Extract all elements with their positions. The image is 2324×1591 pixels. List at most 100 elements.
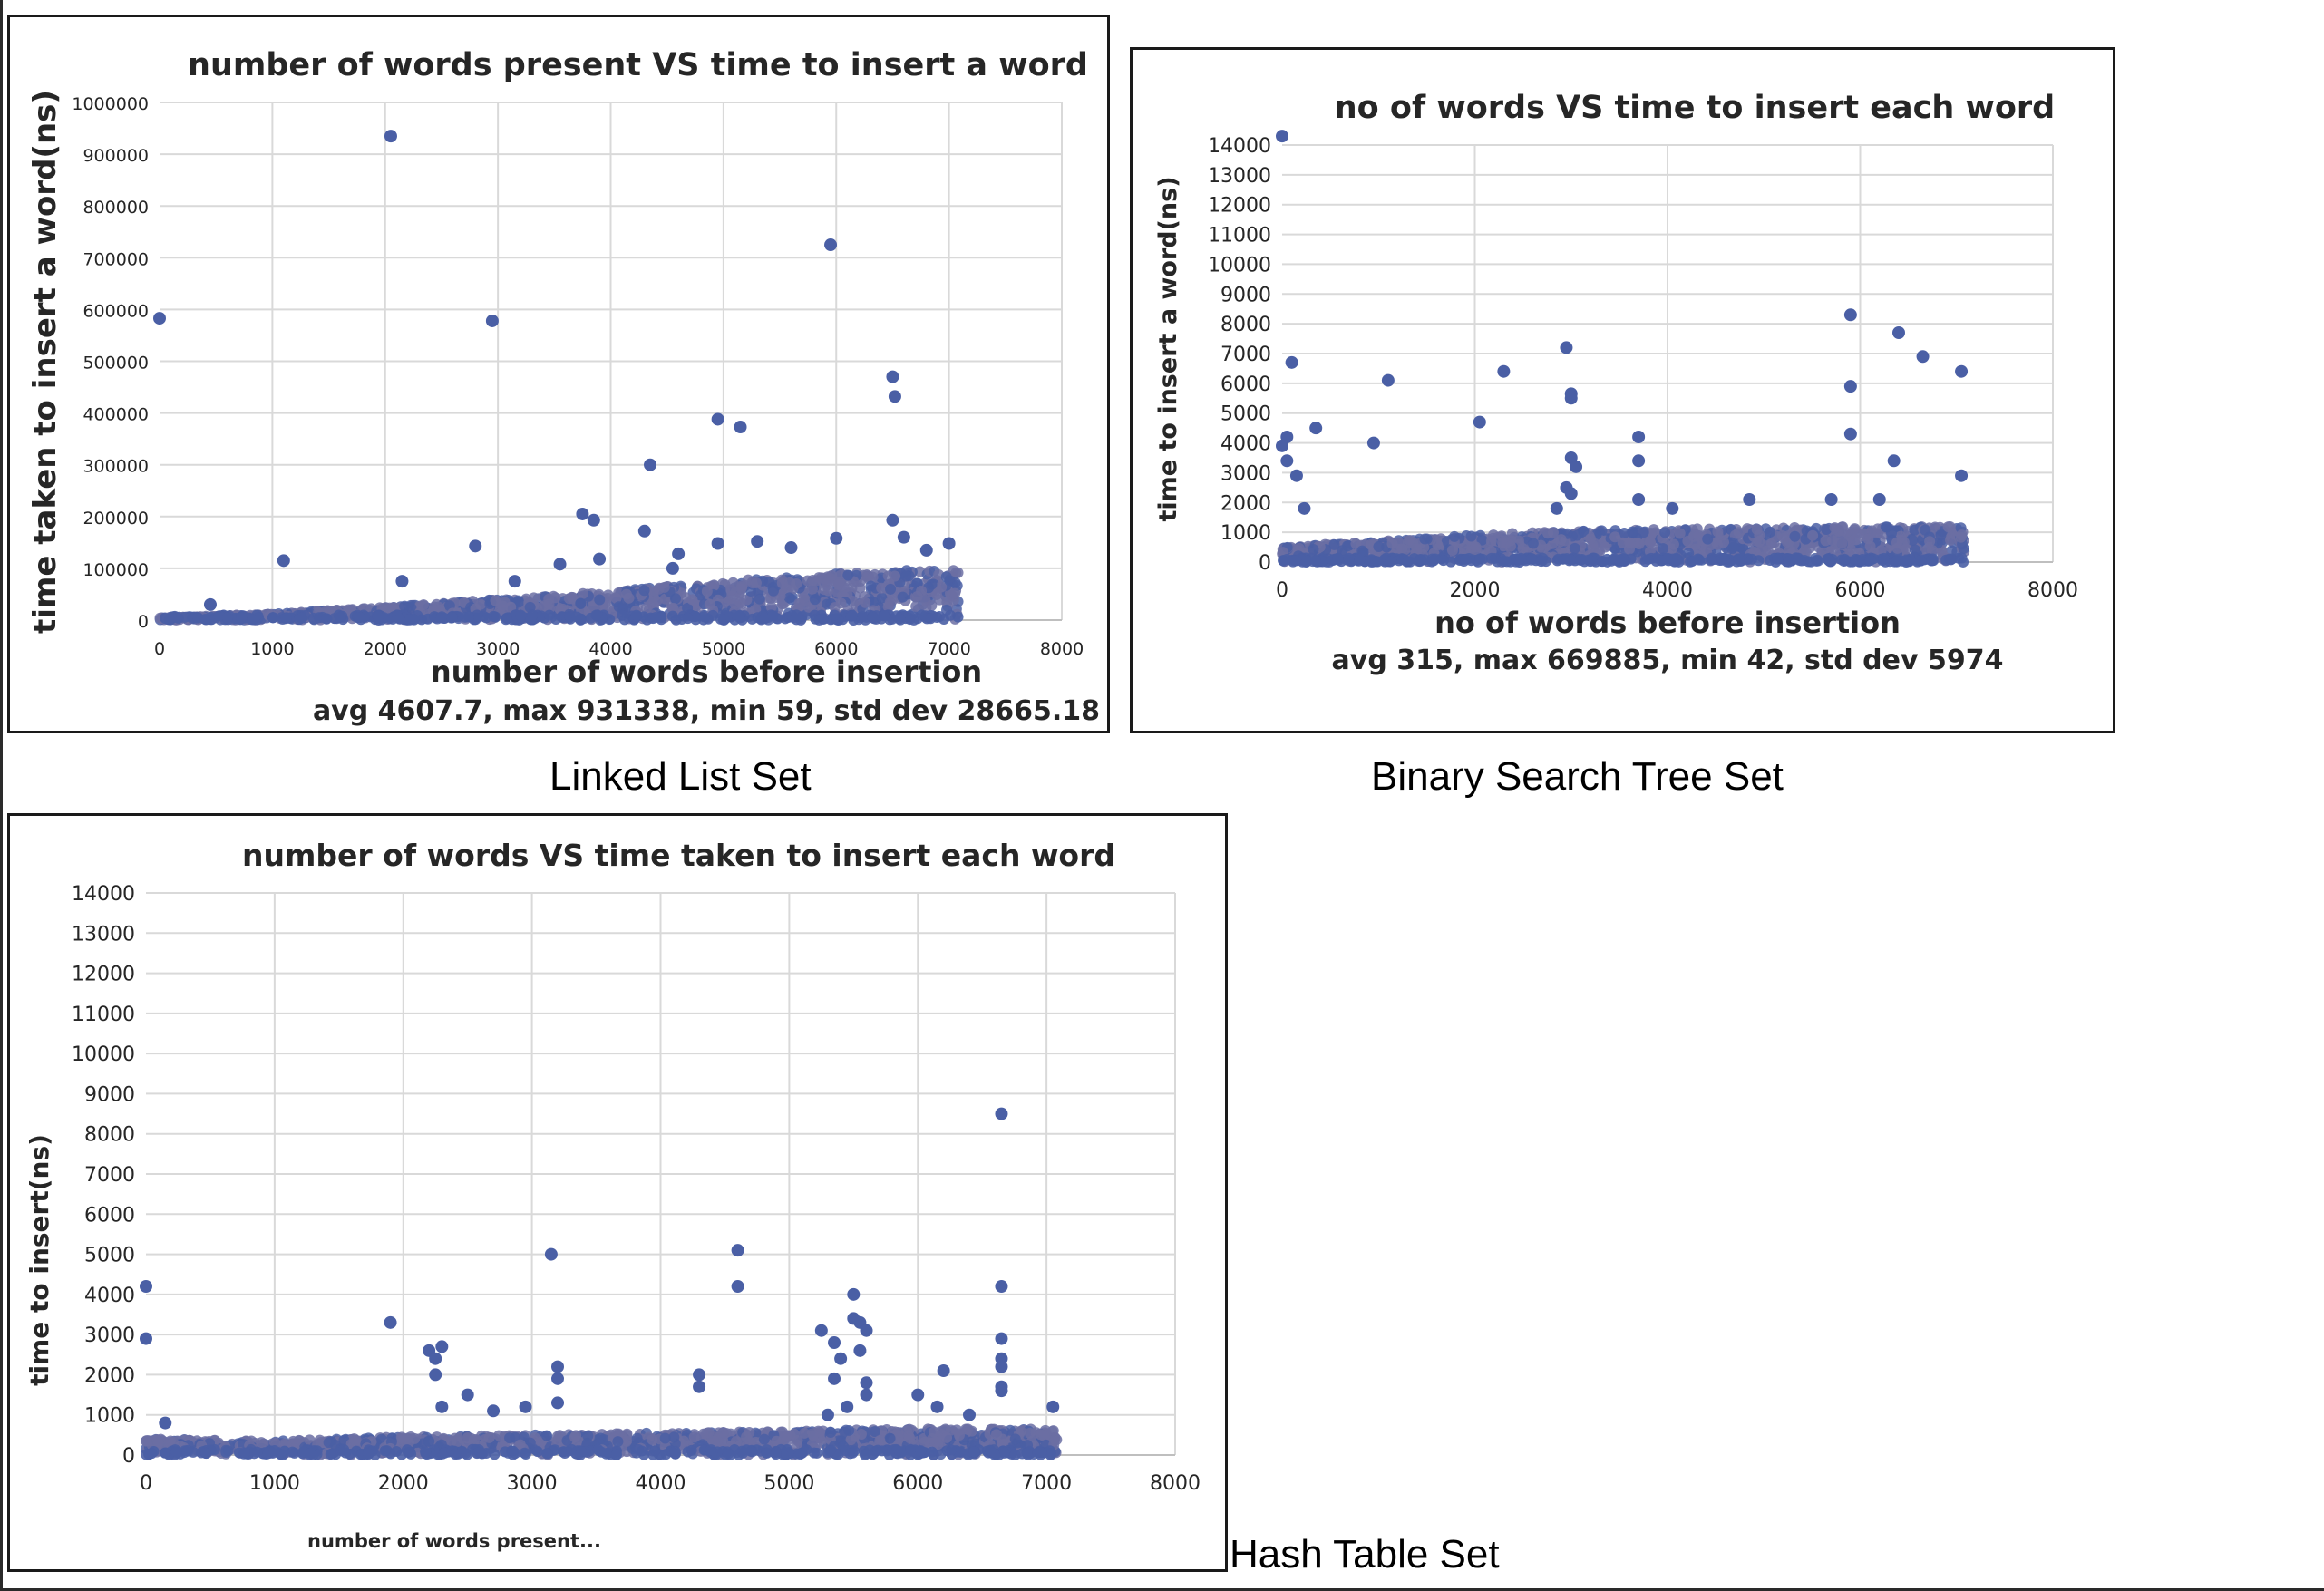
c0-data-point xyxy=(940,571,952,583)
c1-data-point xyxy=(1668,538,1679,550)
c0-outlier-point xyxy=(897,530,910,544)
c2-y-tick-label: 4000 xyxy=(84,1285,135,1307)
c1-data-point xyxy=(1555,534,1567,546)
c1-data-point xyxy=(1733,553,1745,565)
c0-data-point xyxy=(505,601,517,613)
c0-data-point xyxy=(846,610,858,622)
c2-data-point xyxy=(688,1431,700,1443)
c1-data-point xyxy=(1517,542,1529,554)
c2-data-point xyxy=(142,1435,154,1447)
c2-data-point xyxy=(423,1435,435,1447)
c1-data-point xyxy=(1682,535,1694,547)
c0-data-point xyxy=(354,612,365,624)
c1-data-point xyxy=(1694,554,1706,566)
c0-data-point xyxy=(835,597,847,609)
c1-data-point xyxy=(1942,521,1954,533)
c0-outlier-point xyxy=(587,513,600,527)
c2-x-tick-label: 5000 xyxy=(763,1472,814,1495)
c1-data-point xyxy=(1476,534,1488,546)
c0-outlier-point xyxy=(395,575,409,588)
c0-data-point xyxy=(613,601,625,613)
c0-data-point xyxy=(658,581,670,593)
c1-y-tick-label: 4000 xyxy=(1220,433,1271,456)
c1-data-point xyxy=(1465,530,1477,542)
c2-x-tick-label: 8000 xyxy=(1150,1472,1201,1495)
c2-data-point xyxy=(799,1427,811,1439)
c0-outlier-point xyxy=(784,541,798,555)
c2-y-tick-label: 10000 xyxy=(72,1043,135,1066)
c1-data-point xyxy=(1716,553,1728,565)
c2-data-point xyxy=(678,1435,690,1447)
c0-data-point xyxy=(701,586,713,597)
c2-y-tick-label: 14000 xyxy=(72,883,135,906)
c1-x-tick-label: 0 xyxy=(1276,579,1288,602)
c0-data-point xyxy=(222,612,234,624)
c1-data-point xyxy=(1878,552,1890,564)
c1-data-point xyxy=(1301,555,1313,567)
c0-data-point xyxy=(925,613,937,625)
c1-outlier-point xyxy=(1276,439,1288,452)
c2-data-point xyxy=(703,1427,715,1439)
c1-data-point xyxy=(1712,526,1724,538)
c2-data-point xyxy=(504,1432,516,1444)
c2-data-point xyxy=(869,1425,880,1437)
c1-data-point xyxy=(1891,537,1902,548)
c2-data-point xyxy=(315,1437,326,1449)
c1-data-point xyxy=(1945,534,1957,546)
c2-data-point xyxy=(782,1430,793,1441)
c0-data-point xyxy=(948,565,959,577)
c1-data-point xyxy=(1685,556,1697,568)
c1-data-point xyxy=(1866,525,1878,537)
c0-data-point xyxy=(577,587,588,599)
c1-outlier-point xyxy=(1570,460,1583,473)
c1-data-point xyxy=(1527,538,1539,549)
c0-data-point xyxy=(698,611,710,623)
c1-chart-title: no of words VS time to insert each word xyxy=(1335,90,2055,126)
c1-outlier-point xyxy=(1560,341,1573,354)
c0-data-point xyxy=(727,577,739,588)
c2-gridlines xyxy=(146,892,1176,1455)
c0-data-point xyxy=(650,612,662,624)
c0-data-point xyxy=(885,583,897,595)
c0-outlier-point xyxy=(576,507,589,520)
c0-data-point xyxy=(890,570,901,582)
bst-scatter-chart: no of words VS time to insert each word 0… xyxy=(1154,90,2078,676)
c0-data-point xyxy=(900,570,912,582)
c0-gridlines xyxy=(160,102,1063,620)
c0-outlier-point xyxy=(711,537,724,550)
c0-outlier-point xyxy=(666,561,679,575)
c0-data-point xyxy=(754,593,765,605)
c2-data-point xyxy=(256,1437,267,1449)
c0-outlier-point xyxy=(508,575,521,588)
c1-outlier-point xyxy=(1473,415,1486,429)
c0-x-tick-label: 6000 xyxy=(814,639,858,659)
c2-y-tick-label: 0 xyxy=(122,1445,135,1468)
c1-data-point xyxy=(1504,540,1516,552)
c1-data-point xyxy=(1437,555,1449,567)
c2-data-point xyxy=(462,1431,473,1443)
c0-data-point xyxy=(949,587,961,599)
c1-data-point xyxy=(1328,538,1340,550)
c0-data-point xyxy=(952,611,964,623)
c1-data-point xyxy=(1308,544,1319,556)
c0-outlier-point xyxy=(888,390,901,403)
c2-y-tick-label: 2000 xyxy=(84,1364,135,1387)
c1-outlier-point xyxy=(1632,454,1646,468)
c1-data-point xyxy=(1343,552,1355,564)
c0-data-point xyxy=(791,609,802,621)
c1-data-point xyxy=(1920,544,1932,556)
c0-data-point xyxy=(571,611,583,623)
c0-data-point xyxy=(767,610,779,622)
c0-outlier-point xyxy=(553,558,567,571)
c1-data-point xyxy=(1485,536,1497,548)
c1-y-tick-label: 7000 xyxy=(1220,344,1271,366)
c0-data-point xyxy=(394,613,405,625)
c1-data-point xyxy=(1765,538,1776,550)
c1-data-points xyxy=(1276,130,1970,568)
c0-data-point xyxy=(321,613,333,625)
c0-data-point xyxy=(856,610,868,622)
c0-outlier-point xyxy=(751,535,764,548)
c0-data-point xyxy=(829,609,841,621)
c0-data-point xyxy=(472,609,483,621)
c0-outlier-point xyxy=(886,370,899,383)
